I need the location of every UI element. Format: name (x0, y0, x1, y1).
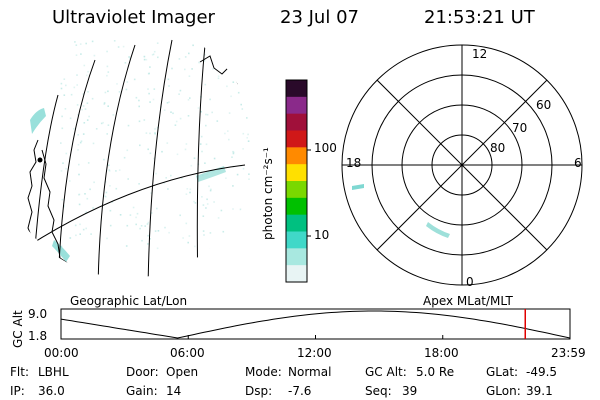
info-door-key: Door: (126, 365, 159, 379)
latitude-line (0, 164, 246, 266)
colorbar-band (286, 147, 307, 165)
colorbar-band (286, 248, 307, 266)
info-ip-key: IP: (10, 384, 25, 398)
mlat-label-60: 60 (536, 98, 552, 112)
altitude-xtick-1800: 18:00 (424, 346, 459, 360)
info-mode-value: Normal (288, 365, 332, 379)
info-glat-key: GLat: (486, 365, 519, 379)
info-gcalt-value: 5.0 Re (416, 365, 455, 379)
polar-mlat-mlt-plot (341, 44, 583, 286)
aurora-patch (352, 184, 364, 190)
altitude-ylabel: GC Alt (11, 310, 25, 348)
info-gain-key: Gain: (126, 384, 158, 398)
colorbar-unit-label: photon cm⁻²s⁻¹ (261, 147, 275, 240)
mlt-label-6: 6 (574, 156, 582, 170)
altitude-ytick-max: 9.0 (28, 307, 48, 321)
colorbar-tick-10: 10 (314, 228, 330, 242)
colorbar-band (286, 214, 307, 233)
info-mode-key: Mode: (245, 365, 282, 379)
mlt-label-18: 18 (346, 156, 362, 170)
geo-panel-label: Geographic Lat/Lon (70, 294, 188, 308)
polar-panel-label: Apex MLat/MLT (423, 294, 513, 308)
altitude-ytick-min: 1.8 (28, 329, 48, 343)
altitude-curve (61, 310, 570, 339)
info-glon-value: 39.1 (526, 384, 553, 398)
info-seq-value: 39 (402, 384, 418, 398)
instrument-title: Ultraviolet Imager (52, 7, 215, 28)
color-scale-bar (285, 79, 311, 283)
altitude-xtick-2359: 23:59 (551, 346, 586, 360)
longitude-lines (31, 39, 206, 278)
info-ip-value: 36.0 (38, 384, 65, 398)
mlt-label-0: 0 (466, 275, 474, 289)
altitude-xtick-1200: 12:00 (297, 346, 332, 360)
uv-noise-speckle (60, 40, 252, 250)
observation-date: 23 Jul 07 (280, 7, 359, 28)
info-glon-key: GLon: (486, 384, 521, 398)
info-seq-key: Seq: (365, 384, 392, 398)
altitude-xtick-0000: 00:00 (44, 346, 79, 360)
info-flt-value: LBHL (38, 365, 69, 379)
altitude-xtick-0600: 06:00 (170, 346, 205, 360)
aurora-patch (196, 166, 226, 182)
mlat-label-70: 70 (512, 121, 528, 135)
observation-time: 21:53:21 UT (424, 7, 535, 28)
colorbar-band (286, 80, 307, 98)
info-flt-key: Flt: (10, 365, 29, 379)
colorbar-band (286, 130, 307, 148)
aurora-patch (426, 222, 450, 238)
altitude-plot (60, 308, 571, 340)
info-door-value: Open (166, 365, 199, 379)
mlt-label-12: 12 (472, 47, 488, 61)
info-dsp-key: Dsp: (245, 384, 273, 398)
geographic-image (0, 39, 252, 278)
mlat-label-80: 80 (490, 141, 506, 155)
info-gain-value: 14 (166, 384, 182, 398)
ground-station-marker (37, 157, 43, 163)
colorbar-band (286, 181, 307, 199)
colorbar-band (286, 164, 307, 182)
colorbar-band (286, 113, 307, 132)
aurora-patch (52, 240, 70, 262)
colorbar-band (286, 197, 307, 216)
info-dsp-value: -7.6 (288, 384, 312, 398)
colorbar-tick-100: 100 (314, 141, 337, 155)
colorbar-band (286, 265, 307, 283)
aurora-patch (30, 108, 46, 134)
colorbar-band (286, 231, 307, 249)
info-gcalt-key: GC Alt: (365, 365, 407, 379)
info-glat-value: -49.5 (526, 365, 558, 379)
colorbar-band (286, 96, 307, 115)
